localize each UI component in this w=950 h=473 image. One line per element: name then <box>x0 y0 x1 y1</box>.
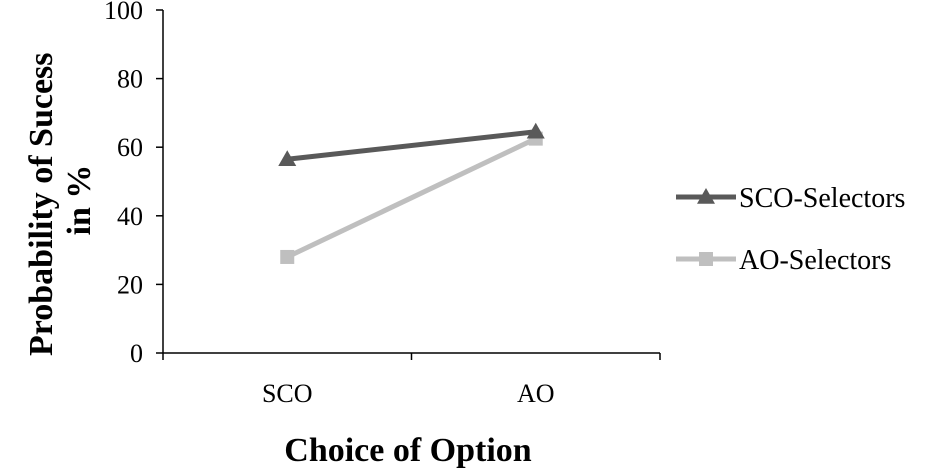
legend-item: SCO-Selectors <box>676 183 905 214</box>
legend-label: AO-Selectors <box>739 245 891 276</box>
y-axis-title: Probability of Sucess in % <box>23 44 98 356</box>
series-line <box>286 129 537 162</box>
y-tick-label: 40 <box>117 202 143 231</box>
legend: SCO-Selectors AO-Selectors <box>676 183 905 276</box>
legend-swatch-marker <box>697 188 715 204</box>
series-layer <box>278 122 545 264</box>
y-tick-label: 100 <box>104 0 143 25</box>
data-point <box>278 150 297 166</box>
x-ticks: SCO AO <box>162 353 661 408</box>
x-tick-label: SCO <box>262 379 313 408</box>
x-axis-title: Choice of Option <box>284 432 532 469</box>
y-tick-label: 20 <box>117 270 143 299</box>
legend-label: SCO-Selectors <box>739 183 905 214</box>
series-line <box>286 136 537 260</box>
data-point <box>526 122 545 139</box>
legend-item: AO-Selectors <box>676 245 891 276</box>
y-tick-label: 80 <box>117 65 143 94</box>
legend-swatch-marker <box>699 252 713 266</box>
y-axis-title-line-1: Probability of Sucess <box>23 52 60 356</box>
data-point <box>280 249 295 264</box>
y-tick-label: 0 <box>130 339 143 368</box>
series-sco-selectors <box>278 122 545 166</box>
series-ao-selectors <box>280 131 543 264</box>
x-tick-label: AO <box>517 379 555 408</box>
y-ticks: 0 20 40 60 80 100 <box>104 0 163 368</box>
y-axis-title-line-2: in % <box>61 165 98 236</box>
y-tick-label: 60 <box>117 133 143 162</box>
